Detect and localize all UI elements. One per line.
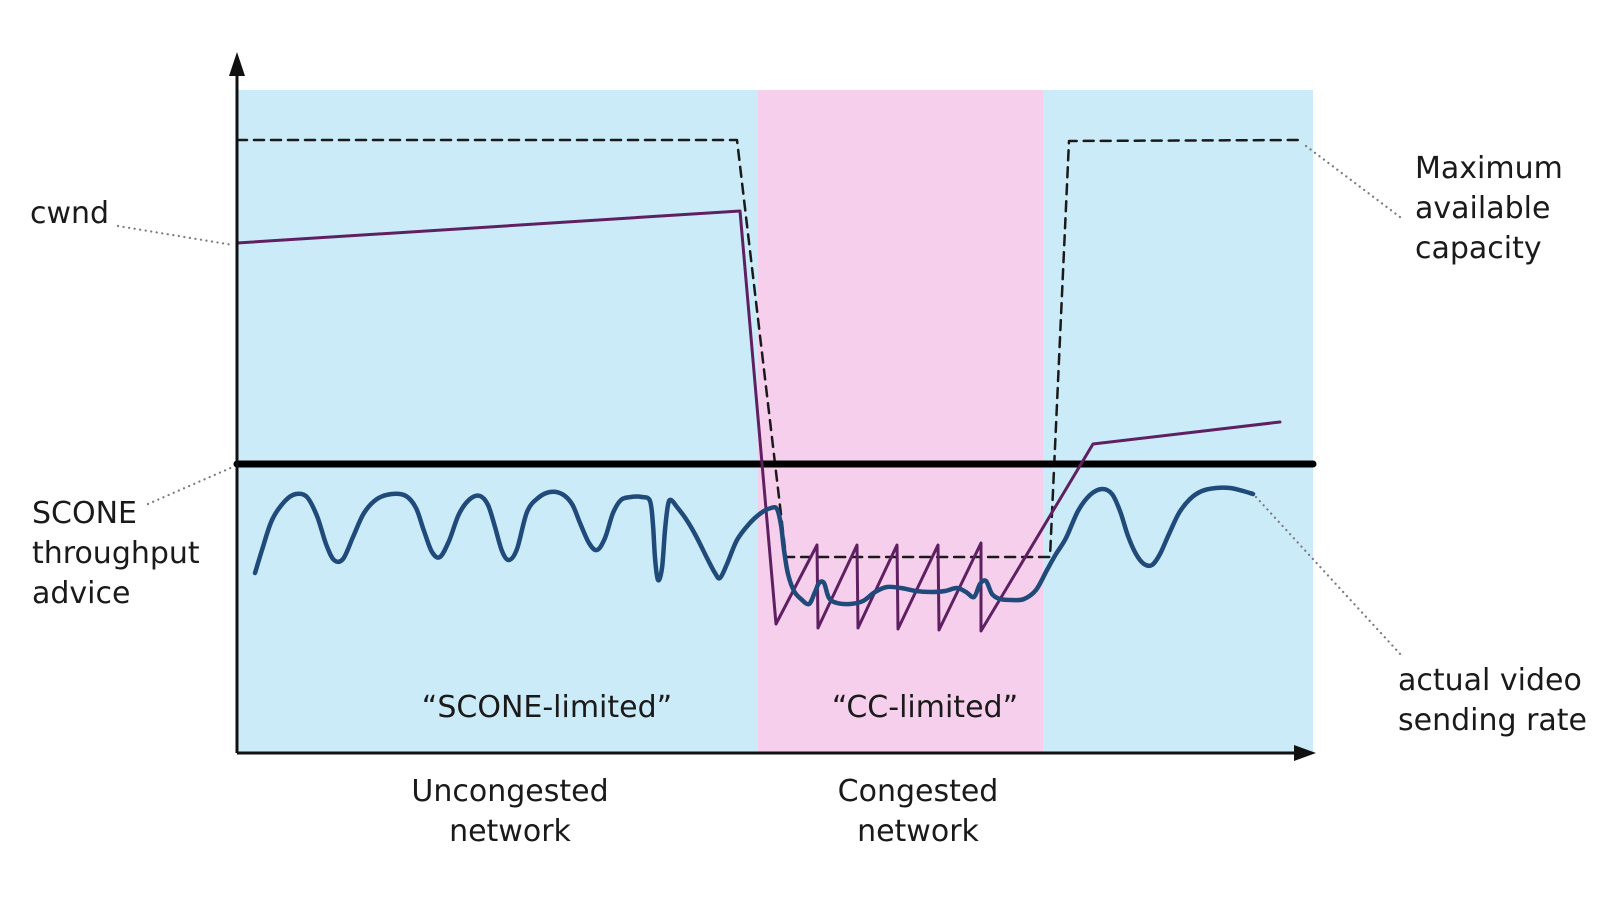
congested-network-label: Congested network [838, 772, 999, 852]
uncongested-network-label-line1: Uncongested [411, 774, 609, 809]
uncongested-network-label-line2: network [449, 814, 571, 849]
regions-layer [237, 90, 1313, 753]
scone-advice-label-line1: SCONE [32, 496, 137, 531]
cc-limited-region-label: “CC-limited” [831, 690, 1019, 725]
x-axis-arrow [1294, 745, 1316, 761]
cwnd-line [235, 209, 1282, 633]
max-capacity-leader-line [1304, 144, 1402, 219]
video-rate-leader-line [1254, 495, 1404, 658]
max-capacity-label-line2: available [1415, 191, 1551, 226]
actual-video-sending-rate-label: actual video sending rate [1398, 661, 1587, 741]
video-rate-label-line1: actual video [1398, 663, 1582, 698]
scone-limited-region-label: “SCONE-limited” [421, 690, 673, 725]
region-uncongested-left [237, 90, 758, 753]
max-capacity-line [235, 138, 1302, 559]
region-congested [758, 90, 1043, 753]
video-rate-line [252, 485, 1256, 607]
cwnd-label: cwnd [30, 196, 110, 231]
max-capacity-label-line1: Maximum [1415, 151, 1563, 186]
curves-layer [233, 138, 1317, 633]
leader-lines-layer [116, 144, 1404, 658]
max-capacity-label-line3: capacity [1415, 231, 1542, 266]
region-uncongested-right [1043, 90, 1313, 753]
scone-throughput-advice-label: SCONE throughput advice [32, 494, 200, 614]
congested-network-label-line2: network [857, 814, 979, 849]
maximum-available-capacity-label: Maximum available capacity [1415, 149, 1563, 269]
scone-advice-leader-line [146, 464, 237, 506]
video-rate-label-line2: sending rate [1398, 703, 1588, 738]
uncongested-network-label: Uncongested network [411, 772, 608, 852]
y-axis-arrow [229, 52, 245, 76]
scone-advice-label-line2: throughput [32, 536, 200, 571]
congested-network-label-line1: Congested [837, 774, 999, 809]
scone-advice-label-line3: advice [32, 576, 131, 611]
cwnd-leader-line [116, 224, 235, 247]
axes [229, 52, 1316, 761]
